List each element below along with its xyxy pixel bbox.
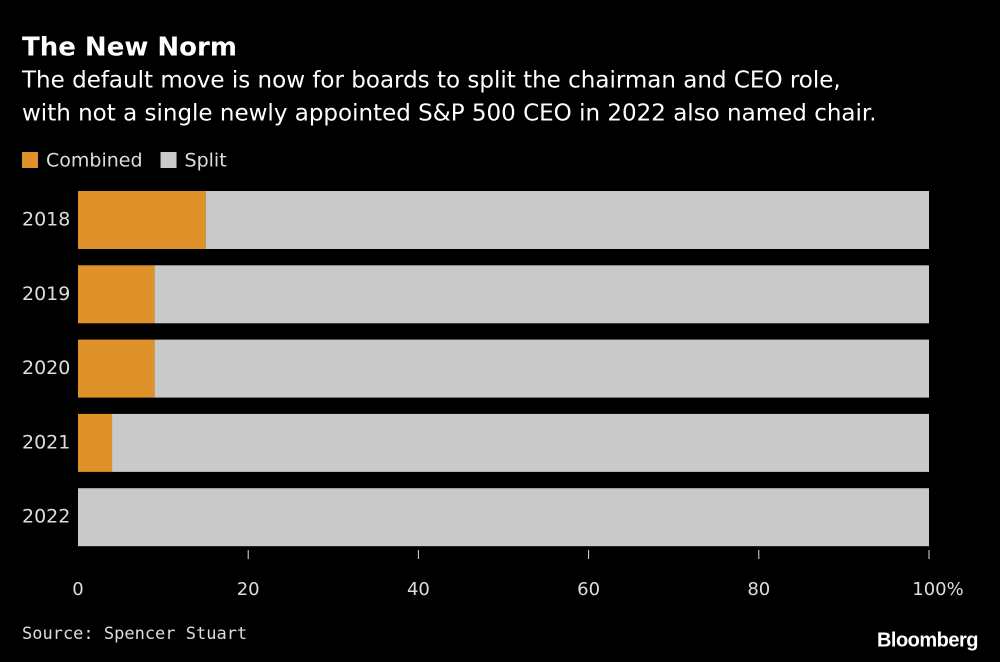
source: Source: Spencer Stuart <box>22 624 247 644</box>
x-tick-label: 80 <box>747 579 770 600</box>
legend-swatch <box>22 152 38 168</box>
legend-label: Combined <box>46 150 143 172</box>
y-tick-label: 2020 <box>22 357 70 379</box>
x-tick-label: 40 <box>407 579 430 600</box>
x-tick-label: 60 <box>577 579 600 600</box>
legend-swatch <box>160 152 177 168</box>
y-tick-label: 2019 <box>22 283 70 305</box>
legend-label: Split <box>185 150 227 172</box>
bar-segment <box>78 265 155 324</box>
chart-title: The New Norm <box>22 33 237 63</box>
bar-segment <box>78 339 155 398</box>
x-tick-label: 20 <box>237 579 260 600</box>
bar-segment <box>78 191 206 249</box>
bar-segment <box>154 265 930 324</box>
bar-segment <box>154 339 930 398</box>
chart-subtitle: The default move is now for boards to sp… <box>21 68 841 94</box>
bar-segment <box>205 191 929 249</box>
brand: Bloomberg <box>877 629 978 651</box>
bar-segment <box>112 413 930 472</box>
y-tick-label: 2021 <box>22 431 70 453</box>
bar-segment <box>78 488 929 547</box>
x-tick-label: 0 <box>72 579 83 600</box>
chart-subtitle: with not a single newly appointed S&P 50… <box>22 101 877 127</box>
y-tick-label: 2018 <box>22 209 70 231</box>
bar-segment <box>78 413 113 472</box>
x-tick-label: 100% <box>912 579 963 600</box>
y-tick-label: 2022 <box>22 506 70 528</box>
